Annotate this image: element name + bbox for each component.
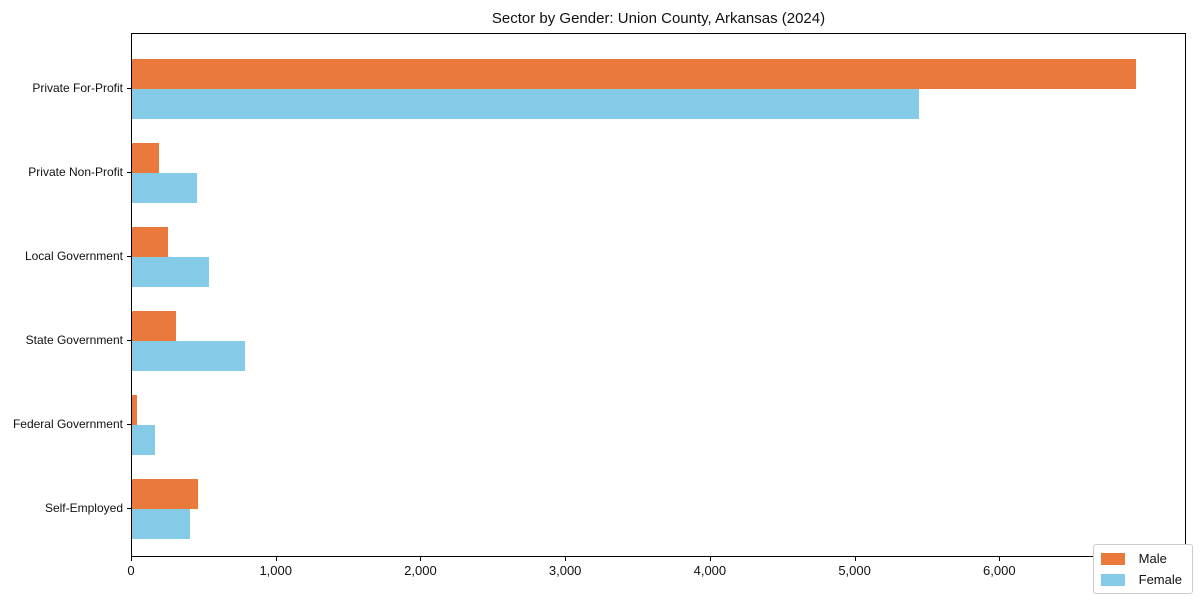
x-tick-label-1000: 1,000 — [259, 563, 292, 578]
y-tick-mark — [127, 172, 131, 173]
bar-male-local-government — [132, 227, 169, 257]
bar-male-private-non-profit — [132, 143, 160, 173]
x-tick-label-0: 0 — [127, 563, 135, 578]
x-tick-mark — [709, 557, 711, 561]
y-tick-mark — [127, 256, 131, 257]
legend-swatch-female — [1100, 573, 1125, 586]
legend-label-male: Male — [1138, 551, 1167, 566]
bar-female-private-non-profit — [132, 173, 197, 203]
legend-row-female: Female — [1100, 572, 1182, 587]
x-tick-label-2000: 2,000 — [404, 563, 437, 578]
x-tick-mark — [999, 557, 1001, 561]
plot-area — [131, 33, 1186, 557]
x-tick-mark — [420, 557, 422, 561]
x-tick-label-3000: 3,000 — [548, 563, 582, 578]
y-tick-label-private-non-profit: Private Non-Profit — [28, 165, 123, 179]
y-tick-mark — [127, 340, 131, 341]
x-tick-label-6000: 6,000 — [983, 563, 1016, 578]
bar-female-self-employed — [132, 509, 190, 539]
y-tick-mark — [127, 424, 131, 425]
bar-male-private-for-profit — [132, 59, 1136, 89]
x-tick-mark — [275, 557, 277, 561]
y-tick-label-federal-government: Federal Government — [12, 417, 123, 431]
legend-row-male: Male — [1100, 551, 1182, 566]
x-tick-mark — [565, 557, 567, 561]
bar-male-federal-government — [132, 395, 138, 425]
bar-female-local-government — [132, 257, 210, 287]
bar-female-private-for-profit — [132, 89, 920, 119]
bar-female-state-government — [132, 341, 245, 371]
y-tick-label-local-government: Local Government — [24, 249, 123, 263]
legend-swatch-male — [1100, 552, 1125, 565]
x-tick-mark — [131, 557, 132, 561]
bar-female-federal-government — [132, 425, 156, 455]
bar-male-self-employed — [132, 479, 199, 509]
x-tick-label-4000: 4,000 — [693, 563, 727, 578]
bar-male-state-government — [132, 311, 177, 341]
chart-title: Sector by Gender: Union County, Arkansas… — [491, 10, 826, 27]
x-tick-mark — [854, 557, 856, 561]
y-tick-label-self-employed: Self-Employed — [44, 501, 123, 515]
legend-label-female: Female — [1138, 572, 1182, 587]
y-tick-mark — [127, 88, 131, 89]
x-tick-label-5000: 5,000 — [838, 563, 871, 578]
y-tick-mark — [127, 508, 131, 509]
legend: Male Female — [1092, 544, 1193, 594]
y-tick-label-private-for-profit: Private For-Profit — [32, 81, 123, 95]
y-tick-label-state-government: State Government — [25, 333, 123, 347]
